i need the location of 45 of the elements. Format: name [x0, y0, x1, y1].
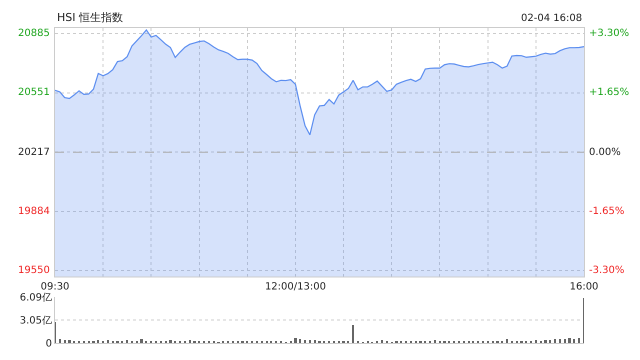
bar	[434, 340, 436, 343]
bar	[314, 340, 316, 343]
chart-title: HSI 恒生指数	[57, 11, 123, 24]
bar	[97, 340, 99, 343]
bar	[549, 340, 551, 343]
bar	[573, 339, 575, 343]
bar	[68, 340, 71, 343]
bar	[299, 339, 301, 343]
bar	[578, 338, 580, 343]
bar	[140, 339, 143, 343]
bar	[564, 339, 566, 343]
x-tick-label: 09:30	[40, 281, 70, 292]
bar	[126, 340, 128, 343]
y2-tick-label: -1.65%	[589, 206, 624, 217]
bar	[304, 340, 306, 343]
y-tick-label: 6.09亿	[20, 292, 52, 304]
y-tick-label: 3.05亿	[20, 315, 52, 326]
bar	[381, 340, 383, 343]
bar	[309, 340, 311, 343]
bar	[64, 340, 66, 343]
x-tick-label: 16:00	[570, 281, 598, 292]
y-tick-label: 20217	[18, 147, 50, 158]
bar	[568, 338, 571, 343]
bar	[535, 340, 537, 343]
bar	[506, 339, 508, 343]
bar	[189, 340, 191, 343]
bar	[559, 339, 561, 343]
bar	[544, 340, 547, 343]
y2-tick-label: +3.30%	[589, 28, 630, 39]
bar	[107, 340, 109, 343]
bar	[294, 338, 297, 343]
bar	[59, 339, 61, 343]
bar	[554, 339, 556, 343]
y-tick-label: 20551	[18, 87, 50, 98]
y2-tick-label: -3.30%	[589, 265, 624, 276]
bar	[169, 340, 172, 343]
y-tick-label: 0	[46, 338, 52, 350]
y-tick-label: 20885	[18, 28, 50, 39]
text: 02-04 16:08	[521, 13, 582, 24]
y-tick-label: 19550	[18, 265, 50, 276]
y2-tick-label: 0.00%	[589, 147, 621, 158]
x-tick-label: 12:00/13:00	[264, 281, 326, 292]
bar	[352, 325, 354, 343]
y-tick-label: 19884	[18, 206, 50, 217]
y2-tick-label: +1.65%	[589, 87, 630, 98]
